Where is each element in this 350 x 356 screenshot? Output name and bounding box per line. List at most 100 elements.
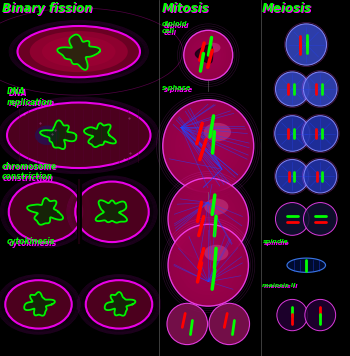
Ellipse shape — [204, 199, 228, 215]
Ellipse shape — [167, 104, 250, 188]
Text: chromosome
constriction: chromosome constriction — [2, 162, 57, 181]
Ellipse shape — [200, 137, 217, 155]
Ellipse shape — [5, 280, 72, 329]
Text: spindle: spindle — [262, 239, 288, 244]
Ellipse shape — [184, 30, 233, 80]
Ellipse shape — [30, 31, 128, 72]
Ellipse shape — [18, 26, 140, 77]
Polygon shape — [287, 258, 326, 272]
Ellipse shape — [184, 30, 233, 80]
Ellipse shape — [194, 250, 223, 280]
Polygon shape — [105, 292, 135, 316]
Text: DNA
replication: DNA replication — [8, 89, 55, 108]
Ellipse shape — [183, 239, 234, 291]
Ellipse shape — [9, 182, 82, 242]
Text: Binary fission: Binary fission — [2, 2, 92, 15]
Ellipse shape — [186, 243, 230, 288]
Ellipse shape — [163, 100, 254, 192]
Ellipse shape — [172, 182, 245, 256]
Ellipse shape — [190, 37, 226, 73]
Ellipse shape — [168, 224, 248, 306]
Text: Meiosis: Meiosis — [263, 3, 313, 16]
Ellipse shape — [54, 41, 103, 62]
Polygon shape — [27, 198, 63, 225]
Ellipse shape — [35, 126, 60, 145]
Ellipse shape — [175, 232, 241, 299]
Text: s-phase: s-phase — [162, 85, 191, 91]
Ellipse shape — [186, 32, 231, 78]
Ellipse shape — [190, 200, 226, 237]
Text: DNA
replication: DNA replication — [7, 87, 53, 106]
Text: Mitosis: Mitosis — [163, 3, 211, 16]
Ellipse shape — [190, 247, 226, 284]
Ellipse shape — [194, 204, 223, 234]
Ellipse shape — [204, 245, 228, 261]
Ellipse shape — [188, 125, 229, 167]
Polygon shape — [96, 200, 127, 222]
Ellipse shape — [196, 134, 220, 158]
Ellipse shape — [303, 72, 337, 106]
Ellipse shape — [168, 178, 248, 260]
Text: cytokinesis: cytokinesis — [7, 237, 55, 246]
Ellipse shape — [171, 108, 245, 184]
Ellipse shape — [42, 36, 116, 67]
Ellipse shape — [206, 53, 210, 57]
Ellipse shape — [205, 215, 212, 222]
Ellipse shape — [179, 235, 238, 295]
Ellipse shape — [277, 299, 308, 331]
Text: s-phase: s-phase — [163, 87, 193, 93]
Ellipse shape — [204, 123, 231, 141]
Text: cytokinesis: cytokinesis — [8, 239, 57, 248]
Ellipse shape — [201, 211, 216, 226]
Ellipse shape — [168, 178, 248, 260]
Ellipse shape — [303, 116, 338, 151]
Ellipse shape — [66, 47, 91, 57]
Ellipse shape — [275, 203, 309, 235]
Text: diploid
cell: diploid cell — [163, 23, 189, 36]
Ellipse shape — [205, 262, 212, 269]
Ellipse shape — [276, 159, 309, 193]
Text: chromosome
constriction: chromosome constriction — [3, 163, 58, 183]
Ellipse shape — [204, 51, 213, 60]
Ellipse shape — [197, 44, 219, 67]
Ellipse shape — [197, 208, 219, 230]
Ellipse shape — [197, 254, 219, 276]
Ellipse shape — [199, 46, 217, 64]
Ellipse shape — [179, 189, 238, 249]
Text: meiosis II: meiosis II — [264, 284, 298, 289]
Ellipse shape — [275, 116, 310, 151]
Polygon shape — [40, 120, 76, 149]
Polygon shape — [84, 123, 116, 147]
Ellipse shape — [202, 48, 215, 62]
Ellipse shape — [163, 100, 254, 192]
Ellipse shape — [175, 112, 242, 180]
Ellipse shape — [7, 103, 150, 168]
Ellipse shape — [275, 72, 309, 106]
Ellipse shape — [192, 129, 225, 163]
Ellipse shape — [175, 185, 241, 252]
Polygon shape — [24, 292, 55, 316]
Text: meiosis II: meiosis II — [262, 283, 296, 288]
Text: Meiosis: Meiosis — [262, 2, 312, 15]
Ellipse shape — [186, 197, 230, 241]
Ellipse shape — [303, 203, 337, 235]
Ellipse shape — [195, 42, 222, 69]
Ellipse shape — [209, 303, 250, 345]
Ellipse shape — [167, 303, 208, 345]
Ellipse shape — [193, 39, 224, 71]
Ellipse shape — [183, 121, 233, 171]
Ellipse shape — [201, 258, 216, 273]
Text: spindle: spindle — [264, 241, 290, 246]
Ellipse shape — [206, 43, 220, 53]
Text: diploid
cell: diploid cell — [162, 21, 188, 35]
Ellipse shape — [179, 116, 237, 176]
Text: Binary fission: Binary fission — [3, 3, 93, 16]
Polygon shape — [195, 45, 212, 63]
Ellipse shape — [304, 159, 337, 193]
Polygon shape — [57, 35, 100, 70]
Ellipse shape — [75, 182, 149, 242]
Ellipse shape — [172, 228, 245, 303]
Ellipse shape — [168, 224, 248, 306]
Ellipse shape — [305, 299, 336, 331]
Ellipse shape — [183, 193, 234, 245]
